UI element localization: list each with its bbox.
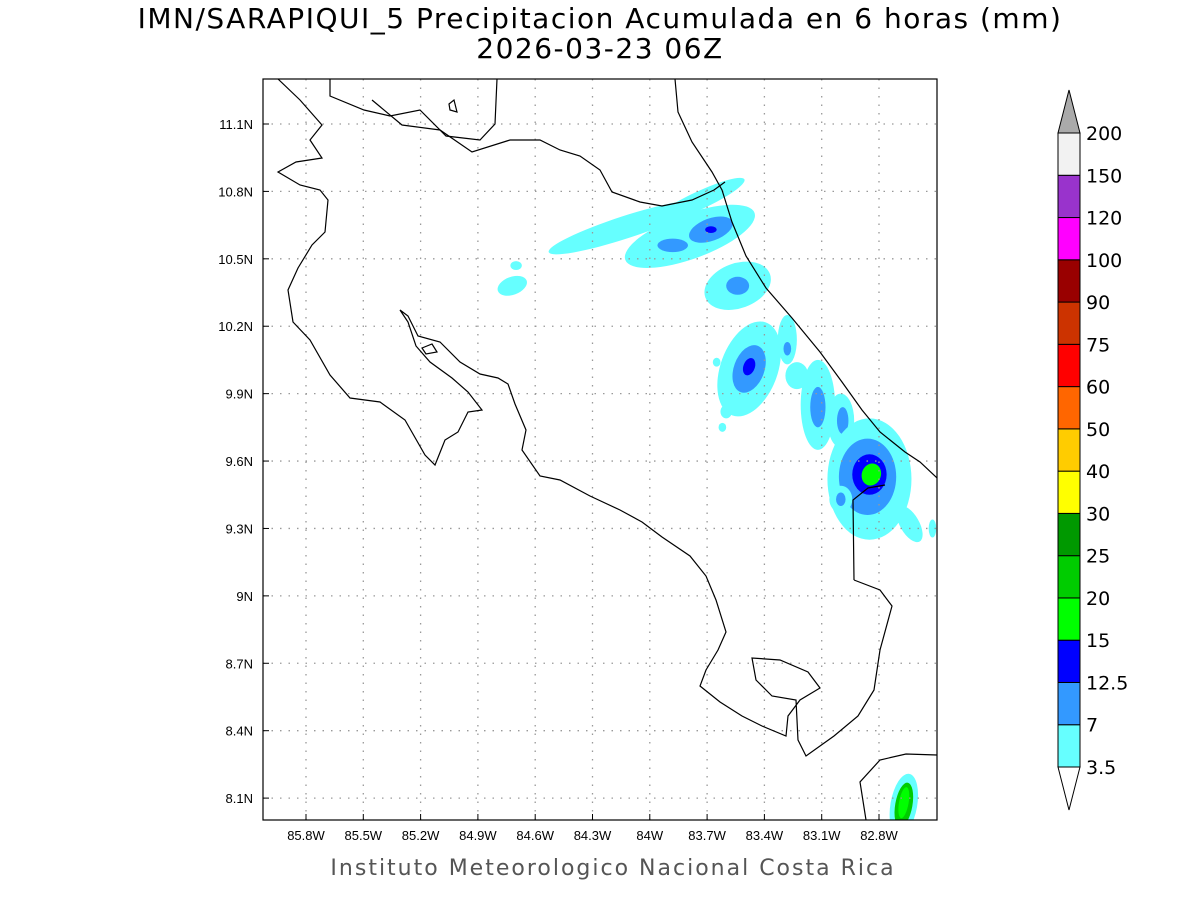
lat-tick-label: 10.2N: [218, 319, 253, 334]
colorbar-swatch: [1057, 639, 1081, 683]
colorbar-swatch: [1057, 259, 1081, 303]
lat-tick-label: 9.6N: [226, 454, 253, 469]
colorbar-level-label: 200: [1086, 123, 1122, 145]
precip-cell: [720, 404, 732, 419]
colorbar-level-label: 40: [1086, 461, 1110, 483]
nicoya-island: [421, 343, 438, 355]
colorbar-swatch: [1057, 512, 1081, 557]
pacific-coastline: [276, 79, 893, 757]
colorbar-swatch: [1057, 724, 1081, 768]
colorbar-swatch: [1057, 174, 1081, 219]
precip-cell: [836, 492, 846, 506]
precip-cell: [896, 505, 923, 543]
colorbar-level-label: 50: [1086, 419, 1110, 441]
colorbar-legend: 3.5 7 12.5 15 20 25 30 40 50 60 75 90 100 120 150 200: [1057, 89, 1128, 811]
precipitation-field: [497, 177, 937, 820]
colorbar-level-label: 12.5: [1086, 672, 1128, 694]
lat-tick-label: 11.1N: [219, 117, 253, 132]
colorbar-level-label: 7: [1086, 715, 1098, 737]
colorbar-swatch: [1057, 301, 1081, 345]
colorbar-level-label: 30: [1086, 503, 1110, 525]
panama-south-coastline: [859, 753, 937, 820]
panama-border: [852, 484, 886, 581]
coastlines-and-borders: [276, 79, 937, 820]
lat-tick-label: 9.3N: [226, 521, 253, 536]
lon-tick-label: 83.1W: [803, 828, 841, 843]
colorbar-below-triangle: [1057, 766, 1081, 811]
precip-cell: [726, 276, 750, 295]
precip-cell: [785, 362, 809, 390]
graticule: [263, 79, 937, 820]
colorbar-level-label: 15: [1086, 630, 1110, 652]
precip-cell: [510, 261, 522, 271]
colorbar-level-label: 3.5: [1086, 757, 1116, 779]
lon-tick-label: 84.6W: [516, 828, 554, 843]
map-frame: [262, 78, 938, 821]
lake-nicaragua-shore: [329, 79, 498, 141]
colorbar-level-label: 100: [1086, 250, 1122, 272]
colorbar-swatch: [1057, 428, 1081, 472]
colorbar-swatch: [1057, 217, 1081, 261]
colorbar-swatch: [1057, 597, 1081, 641]
lon-tick-label: 83.7W: [688, 828, 726, 843]
map-title: IMN/SARAPIQUI_5 Precipitacion Acumulada …: [137, 2, 1063, 35]
colorbar-level-label: 90: [1086, 292, 1110, 314]
lat-tick-label: 8.4N: [226, 724, 253, 739]
axis-ticks: 85.8W 85.5W 85.2W 84.9W 84.6W 84.3W 84W 83.7W 83…: [218, 117, 898, 843]
colorbar-level-label: 150: [1086, 165, 1122, 187]
colorbar-above-triangle: [1057, 89, 1081, 134]
precip-cell: [810, 386, 826, 428]
lat-tick-label: 10.8N: [218, 184, 253, 199]
precip-cell: [742, 358, 756, 376]
lat-tick-label: 8.1N: [226, 791, 253, 806]
lon-tick-label: 82.8W: [860, 828, 898, 843]
map-valid-time: 2026-03-23 06Z: [476, 32, 724, 65]
colorbar-level-label: 20: [1086, 588, 1110, 610]
nicaragua-border: [371, 99, 726, 207]
caribbean-coastline: [674, 79, 937, 479]
colorbar-level-label: 120: [1086, 208, 1122, 230]
lat-tick-label: 9N: [236, 589, 253, 604]
precip-cell: [777, 314, 797, 365]
colorbar-level-label: 75: [1086, 334, 1110, 356]
colorbar-swatch: [1057, 681, 1081, 726]
footer-credit: Instituto Meteorologico Nacional Costa R…: [330, 856, 896, 881]
precip-cell: [928, 519, 937, 538]
precip-cell: [718, 422, 727, 432]
precip-cell: [705, 226, 717, 233]
lake-island: [448, 98, 458, 113]
precip-cell: [836, 407, 849, 435]
precip-cell: [898, 787, 910, 819]
precip-cell: [712, 357, 721, 367]
lat-tick-label: 9.9N: [226, 387, 253, 402]
precip-cell: [783, 341, 792, 356]
precip-cell: [861, 463, 882, 486]
colorbar-swatch: [1057, 343, 1081, 388]
lat-tick-label: 10.5N: [218, 252, 253, 267]
colorbar-level-label: 60: [1086, 377, 1110, 399]
colorbar-swatch: [1057, 132, 1081, 176]
lon-tick-label: 85.5W: [345, 828, 383, 843]
lon-tick-label: 83.4W: [746, 828, 784, 843]
colorbar-level-label: 25: [1086, 546, 1110, 568]
lat-tick-label: 8.7N: [226, 656, 253, 671]
lon-tick-label: 84.3W: [574, 828, 612, 843]
colorbar-swatch: [1057, 470, 1081, 514]
lon-tick-label: 84W: [636, 828, 663, 843]
colorbar-swatch: [1057, 555, 1081, 599]
precip-cell: [497, 275, 527, 296]
colorbar-swatch: [1057, 386, 1081, 430]
lon-tick-label: 84.9W: [459, 828, 497, 843]
lon-tick-label: 85.8W: [287, 828, 325, 843]
precip-cell: [657, 238, 688, 253]
lon-tick-label: 85.2W: [402, 828, 440, 843]
